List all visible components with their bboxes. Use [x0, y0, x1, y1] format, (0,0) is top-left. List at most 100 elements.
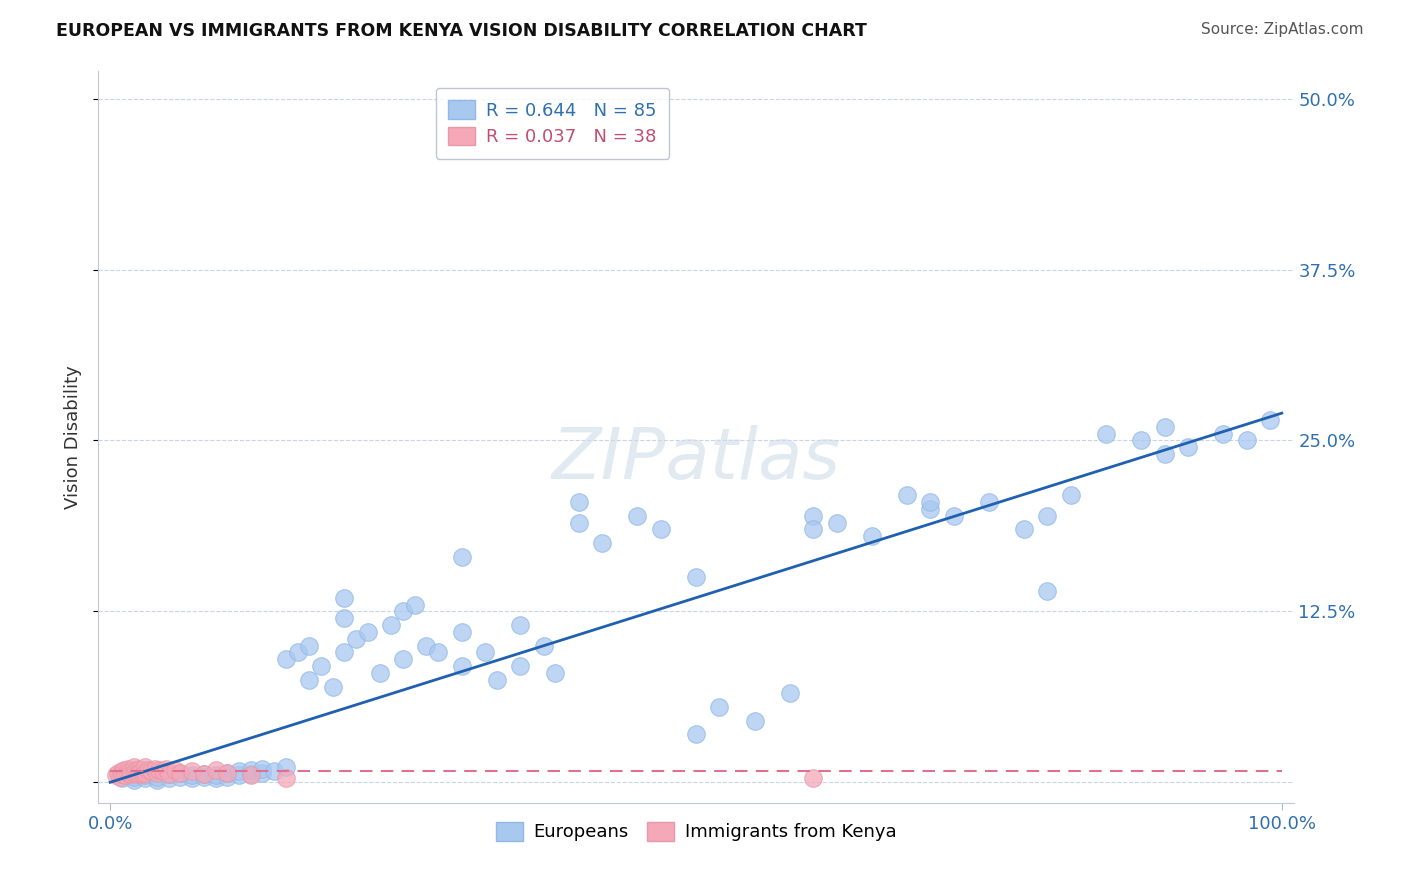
Point [801, 771, 824, 785]
Point [134, 760, 156, 774]
Point [117, 762, 139, 776]
Point [533, 639, 555, 653]
Point [146, 765, 169, 780]
Point [193, 767, 215, 781]
Point [128, 765, 150, 780]
Point [117, 765, 139, 780]
Point [146, 770, 169, 784]
Point [122, 772, 145, 787]
Text: Source: ZipAtlas.com: Source: ZipAtlas.com [1201, 22, 1364, 37]
Point [155, 762, 177, 776]
Point [239, 767, 262, 781]
Point [114, 768, 136, 782]
Point [204, 771, 226, 785]
Text: EUROPEAN VS IMMIGRANTS FROM KENYA VISION DISABILITY CORRELATION CHART: EUROPEAN VS IMMIGRANTS FROM KENYA VISION… [56, 22, 868, 40]
Y-axis label: Vision Disability: Vision Disability [65, 365, 83, 509]
Point [1212, 426, 1234, 441]
Point [228, 768, 250, 782]
Point [298, 673, 321, 687]
Point [1095, 426, 1118, 441]
Point [122, 770, 145, 784]
Point [122, 765, 145, 780]
Point [111, 764, 134, 779]
Point [357, 624, 380, 639]
Point [298, 639, 321, 653]
Point [685, 570, 707, 584]
Point [1012, 522, 1035, 536]
Point [1130, 434, 1153, 448]
Point [427, 645, 450, 659]
Point [920, 495, 942, 509]
Point [239, 768, 262, 782]
Point [107, 765, 129, 780]
Point [942, 508, 965, 523]
Point [181, 764, 204, 779]
Point [450, 659, 472, 673]
Point [801, 508, 824, 523]
Point [1036, 583, 1059, 598]
Point [228, 764, 250, 779]
Point [120, 764, 141, 779]
Point [450, 624, 472, 639]
Point [143, 762, 166, 776]
Point [744, 714, 766, 728]
Point [157, 767, 180, 781]
Point [626, 508, 648, 523]
Point [169, 765, 191, 780]
Point [779, 686, 801, 700]
Point [1036, 508, 1059, 523]
Point [333, 645, 356, 659]
Point [474, 645, 496, 659]
Point [128, 762, 150, 776]
Point [309, 659, 332, 673]
Point [163, 763, 186, 777]
Point [1153, 447, 1175, 461]
Point [112, 763, 135, 777]
Point [204, 763, 226, 777]
Point [181, 771, 204, 785]
Point [169, 770, 191, 784]
Point [127, 767, 149, 781]
Point [977, 495, 1000, 509]
Point [404, 598, 426, 612]
Point [193, 767, 215, 781]
Point [485, 673, 508, 687]
Point [415, 639, 437, 653]
Point [1258, 413, 1281, 427]
Point [146, 772, 169, 787]
Legend: Europeans, Immigrants from Kenya: Europeans, Immigrants from Kenya [488, 814, 904, 848]
Point [801, 522, 824, 536]
Point [509, 659, 531, 673]
Point [274, 652, 297, 666]
Point [169, 765, 191, 780]
Point [392, 604, 415, 618]
Point [157, 767, 180, 781]
Point [111, 771, 134, 785]
Point [1236, 434, 1258, 448]
Point [509, 618, 531, 632]
Point [108, 770, 131, 784]
Point [650, 522, 672, 536]
Point [181, 768, 204, 782]
Point [274, 760, 297, 774]
Point [380, 618, 402, 632]
Point [134, 765, 156, 780]
Point [217, 765, 239, 780]
Point [157, 771, 180, 785]
Point [1060, 488, 1083, 502]
Point [122, 760, 145, 774]
Point [105, 768, 128, 782]
Point [896, 488, 918, 502]
Point [333, 591, 356, 605]
Point [544, 665, 567, 680]
Point [368, 665, 391, 680]
Point [274, 771, 297, 785]
Point [217, 770, 239, 784]
Point [825, 516, 848, 530]
Point [920, 501, 942, 516]
Point [591, 536, 613, 550]
Point [344, 632, 367, 646]
Point [252, 765, 274, 780]
Point [134, 768, 156, 782]
Point [709, 700, 731, 714]
